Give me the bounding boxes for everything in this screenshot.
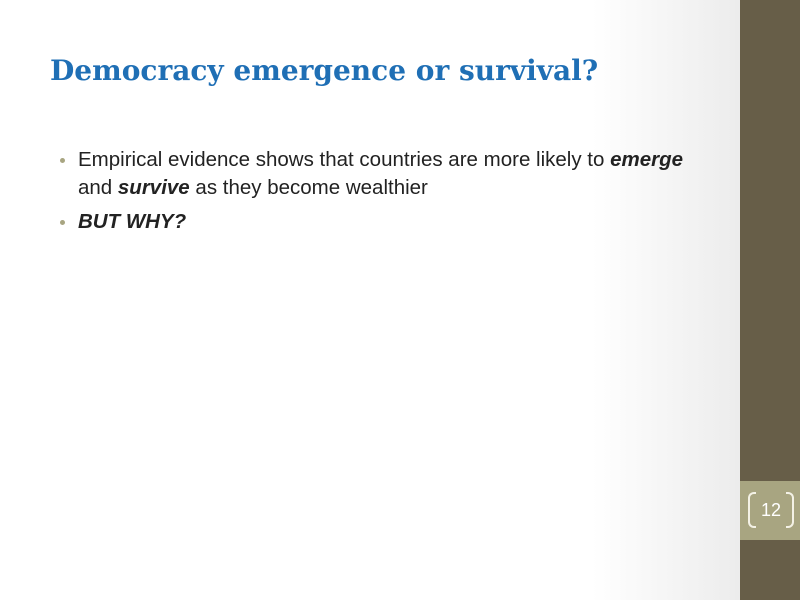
slide-title: Democracy emergence or survival? [50, 54, 599, 87]
bullet-text: BUT WHY? [78, 210, 187, 233]
page-number-band [740, 481, 800, 540]
bullet-text: as they become wealthier [189, 176, 428, 199]
page-number: 12 [748, 492, 794, 528]
bullet-text: and [78, 176, 118, 199]
bullet-text: Empirical evidence shows that countries … [78, 148, 611, 171]
bullet-item: Empirical evidence shows that countries … [58, 146, 718, 202]
emphasis-survive: survive [117, 176, 190, 199]
left-bracket-icon [748, 492, 756, 528]
emphasis-emerge: emerge [610, 148, 684, 171]
bullet-list: Empirical evidence shows that countries … [58, 146, 718, 242]
page-number-text: 12 [760, 499, 782, 520]
bullet-item: BUT WHY? [58, 208, 718, 236]
slide-canvas: Democracy emergence or survival? Empiric… [0, 0, 740, 600]
right-bracket-icon [786, 492, 794, 528]
